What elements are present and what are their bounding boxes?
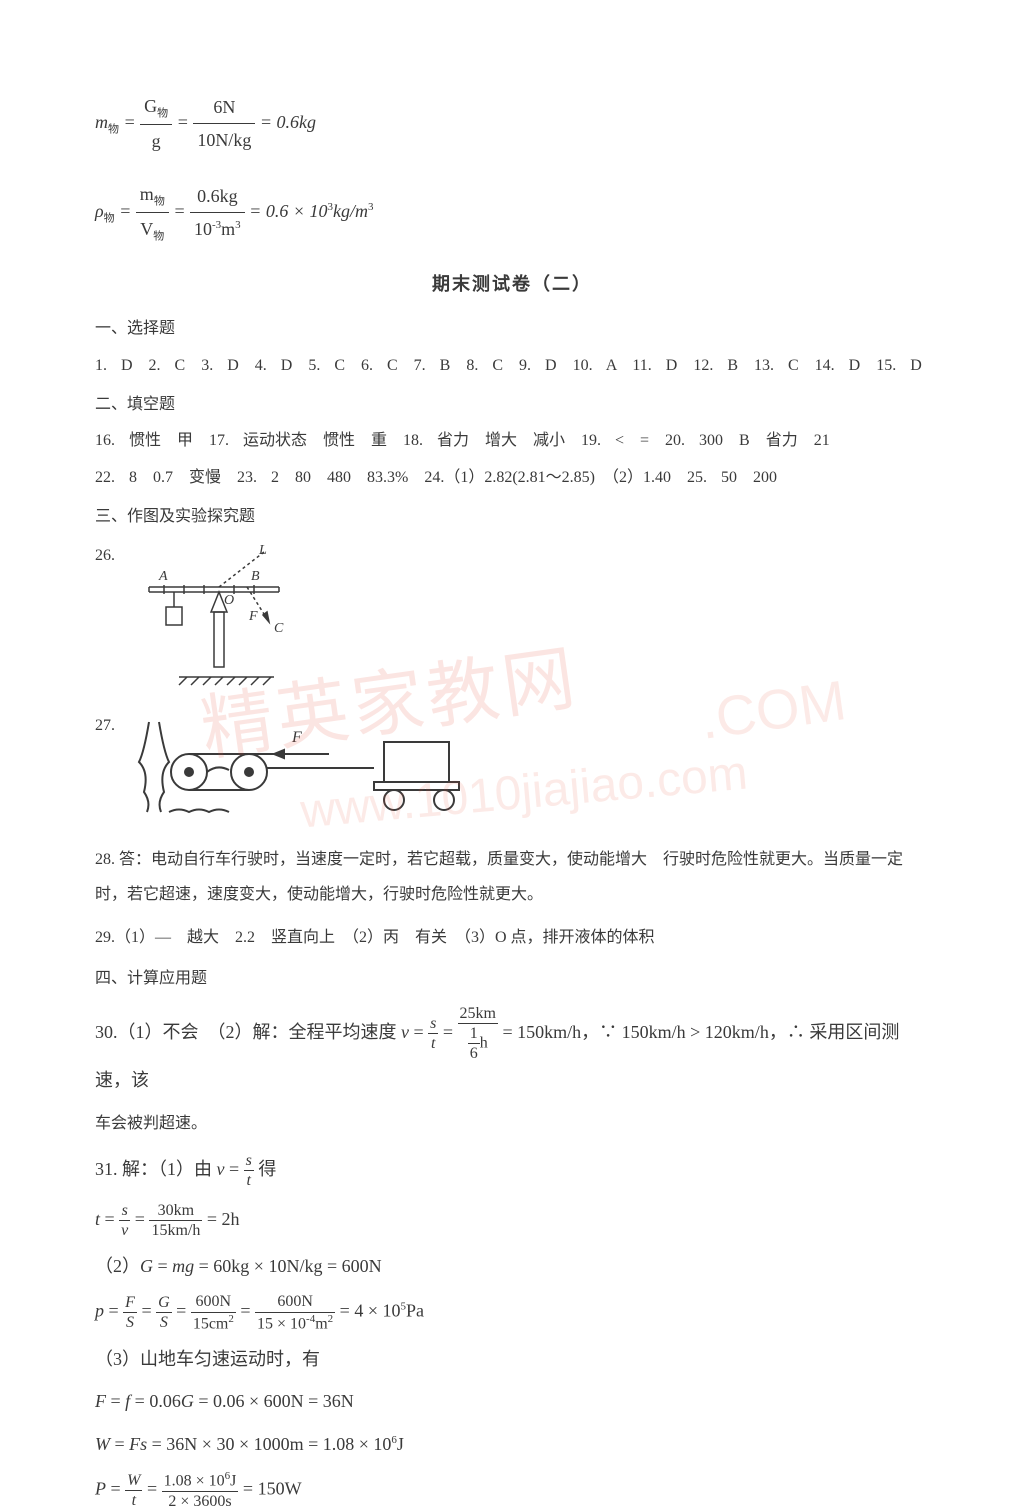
question-26: 26. [95,542,929,692]
section-2-header: 二、填空题 [95,391,929,420]
answers-fill-a: 16. 惯性 甲 17. 运动状态 惯性 重 18. 省力 增大 减小 19. … [95,427,929,456]
question-31-2: （2）G = mg = 60kg × 10N/kg = 600N [95,1250,929,1282]
svg-text:B: B [251,569,260,584]
svg-text:L: L [258,543,267,558]
question-31-p: p = F S = G S = 600N 15cm2 = 600N 15 × 1… [95,1292,929,1333]
question-31-3: （3）山地车匀速运动时，有 [95,1343,929,1375]
question-31-1: 31. 解：（1）由 v = s t 得 [95,1151,929,1190]
answers-choice: 1. D 2. C 3. D 4. D 5. C 6. C 7. B 8. C … [95,352,929,381]
section-1-header: 一、选择题 [95,315,929,344]
section-3-header: 三、作图及实验探究题 [95,503,929,532]
svg-text:C: C [274,621,284,636]
question-31-W: W = Fs = 36N × 30 × 1000m = W = Fs = 36N… [95,1428,929,1460]
answers-fill-b: 22. 8 0.7 变慢 23. 2 80 480 83.3% 24.（1）2.… [95,464,929,493]
svg-text:F: F [291,729,302,746]
question-27: 27. [95,712,929,822]
section-4-header: 四、计算应用题 [95,965,929,994]
question-30: 30.（1）不会 （2）解：全程平均速度 v = s t = 25km 1 6 … [95,1004,929,1096]
question-31-P: P = W t = 1.08 × 106J 2 × 3600s = 150W [95,1470,929,1511]
equation-1: m物 = G物 g = 6N 10N/kg = 0.6kg [95,90,929,158]
question-29: 29.（1）— 越大 2.2 竖直向上 （2）丙 有关 （3）O 点，排开液体的… [95,920,929,955]
svg-text:F: F [248,609,258,624]
diagram-26: L A B O F C [129,542,309,692]
svg-text:O: O [224,593,234,608]
question-31-t: t = s v = 30km 15km/h = 2h [95,1201,929,1240]
equation-2: ρ物 = m物 V物 = 0.6kg 10-3m3 = 0.6 × 103kg/… [95,178,929,248]
diagram-27: F [129,712,489,822]
question-30-suffix: 车会被判超速。 [95,1106,929,1141]
question-28: 28. 答：电动自行车行驶时，当速度一定时，若它超载，质量变大，使动能增大 行驶… [95,842,929,912]
paper-title: 期末测试卷（二） [95,268,929,300]
question-31-F: F = f = 0.06G = 0.06 × 600N = 36N [95,1385,929,1417]
svg-text:A: A [158,569,168,584]
